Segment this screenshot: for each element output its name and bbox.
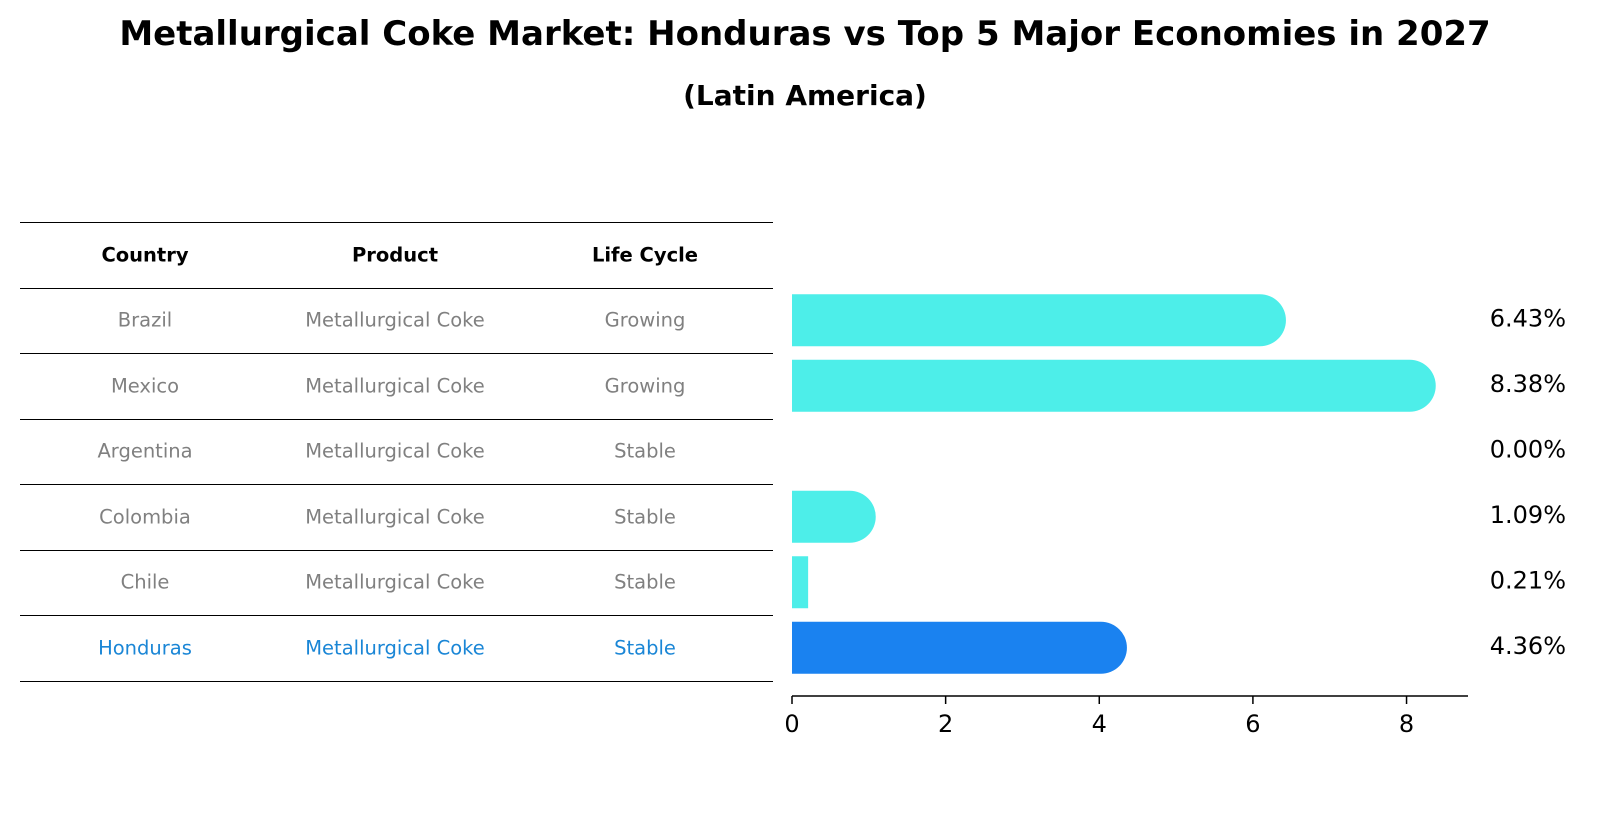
value-label-chile: 0.21%: [1490, 566, 1566, 594]
table-cell-product: Metallurgical Coke: [305, 636, 485, 660]
bar-honduras: [792, 621, 1127, 674]
table-header-country: Country: [101, 243, 189, 267]
table-cell-life-cycle: Growing: [604, 374, 686, 398]
table-cell-product: Metallurgical Coke: [305, 308, 485, 332]
value-label-brazil: 6.43%: [1490, 304, 1566, 332]
table-header-life-cycle: Life Cycle: [591, 243, 699, 267]
value-label-colombia: 1.09%: [1490, 501, 1566, 529]
table-cell-life-cycle: Stable: [614, 636, 676, 660]
table-cell-product: Metallurgical Coke: [305, 570, 485, 594]
table-rule: [20, 287, 773, 289]
bar-chile: [792, 556, 809, 609]
value-label-argentina: 0.00%: [1490, 435, 1566, 463]
x-tick-label: 2: [938, 710, 953, 738]
table-cell-life-cycle: Stable: [614, 439, 676, 463]
table-rule: [20, 353, 773, 354]
chart-title: Metallurgical Coke Market: Honduras vs T…: [119, 14, 1491, 54]
value-label-mexico: 8.38%: [1490, 370, 1566, 398]
value-label-honduras: 4.36%: [1490, 632, 1566, 660]
table-cell-country: Argentina: [97, 439, 193, 463]
table-cell-product: Metallurgical Coke: [305, 505, 485, 529]
table-rule: [20, 549, 773, 551]
table-cell-product: Metallurgical Coke: [305, 439, 485, 463]
x-tick-label: 4: [1092, 710, 1107, 738]
table-cell-product: Metallurgical Coke: [305, 374, 485, 398]
table-cell-country: Chile: [120, 570, 170, 594]
table-cell-country: Brazil: [117, 308, 173, 332]
table-rule: [20, 222, 773, 223]
table-cell-life-cycle: Stable: [614, 570, 676, 594]
x-tick-label: 0: [784, 710, 799, 738]
table-cell-country: Mexico: [110, 374, 180, 398]
chart-subtitle: (Latin America): [683, 79, 927, 112]
table-cell-country: Honduras: [98, 636, 192, 660]
table-rule: [20, 484, 773, 485]
table-header-product: Product: [351, 243, 439, 267]
table-cell-life-cycle: Stable: [614, 505, 676, 529]
table-rule: [20, 680, 773, 682]
x-tick-label: 8: [1399, 710, 1414, 738]
bar-mexico: [792, 359, 1436, 412]
table-rule: [20, 418, 773, 420]
bar-brazil: [792, 294, 1286, 347]
x-tick-label: 6: [1245, 710, 1260, 738]
bar-colombia: [792, 490, 876, 543]
table-rule: [20, 615, 773, 616]
table-cell-life-cycle: Growing: [604, 308, 686, 332]
table-cell-country: Colombia: [99, 505, 191, 529]
